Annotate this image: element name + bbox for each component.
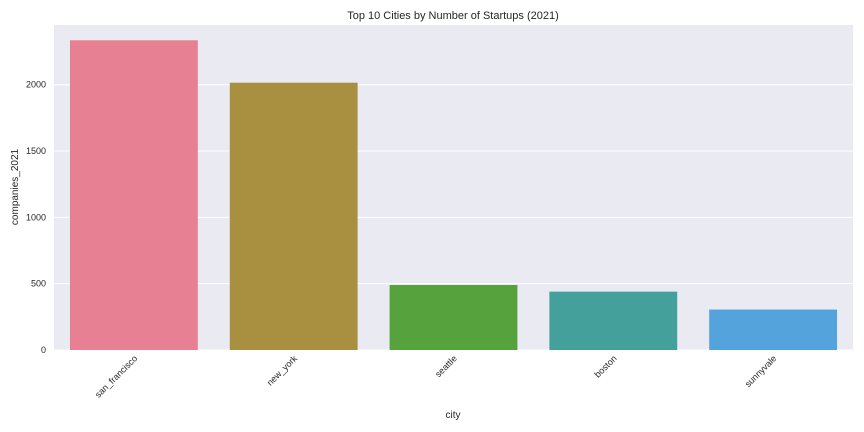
bars xyxy=(69,40,838,351)
x-tick-label: boston xyxy=(593,353,619,379)
x-tick-label: san_francisco xyxy=(93,353,139,399)
bar-new_york xyxy=(229,82,358,351)
x-tick-label: new_york xyxy=(265,353,300,388)
x-tick-label: sunnyvale xyxy=(743,353,779,389)
bar-boston xyxy=(549,291,678,350)
chart-title: Top 10 Cities by Number of Startups (202… xyxy=(347,10,559,22)
y-tick-label: 0 xyxy=(41,345,46,355)
bar-seattle xyxy=(389,285,518,350)
y-tick-label: 1000 xyxy=(26,212,46,222)
y-axis-ticks: 0 500 1000 1500 2000 xyxy=(26,80,46,355)
y-axis-label: companies_2021 xyxy=(10,148,21,225)
y-tick-label: 2000 xyxy=(26,80,46,90)
y-tick-label: 500 xyxy=(31,279,46,289)
x-tick-label: seattle xyxy=(433,353,459,379)
x-axis-ticks: san_francisco new_york seattle boston sunnyv… xyxy=(93,353,779,400)
bar-san_francisco xyxy=(69,40,198,351)
bar-sunnyvale xyxy=(709,309,838,350)
x-axis-label: city xyxy=(446,410,461,421)
y-tick-label: 1500 xyxy=(26,146,46,156)
